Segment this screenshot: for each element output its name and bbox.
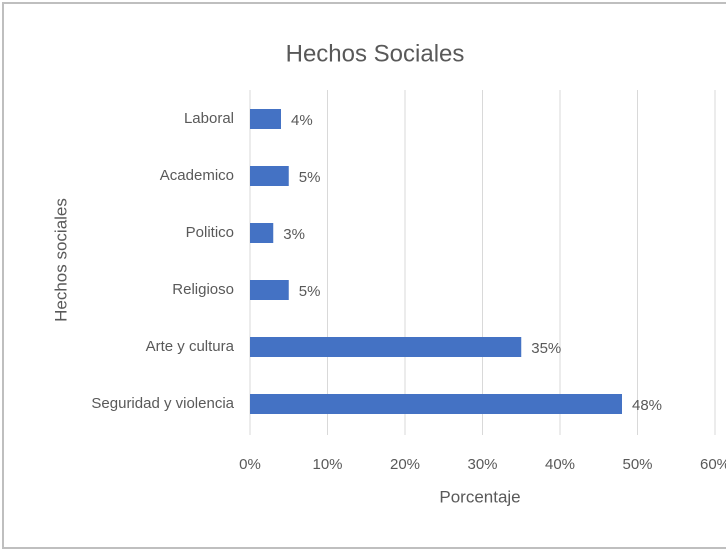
y-tick-label: Arte y cultura xyxy=(146,338,235,355)
y-tick-label: Seguridad y violencia xyxy=(91,395,234,412)
x-tick-label: 20% xyxy=(390,456,420,473)
x-axis-title: Porcentaje xyxy=(439,487,520,506)
data-label: 35% xyxy=(531,340,561,357)
data-label: 5% xyxy=(299,169,321,186)
bar xyxy=(250,109,281,129)
data-label: 5% xyxy=(299,283,321,300)
data-label: 3% xyxy=(283,226,305,243)
bar xyxy=(250,337,522,357)
bar xyxy=(250,166,289,186)
bar xyxy=(250,223,274,243)
x-tick-label: 50% xyxy=(622,456,652,473)
y-tick-label: Academico xyxy=(160,167,234,184)
x-tick-label: 40% xyxy=(545,456,575,473)
y-axis-title: Hechos sociales xyxy=(51,198,70,322)
chart-title: Hechos Sociales xyxy=(286,40,465,67)
x-tick-label: 0% xyxy=(239,456,261,473)
x-tick-label: 10% xyxy=(312,456,342,473)
y-tick-label: Politico xyxy=(186,224,234,241)
bar xyxy=(250,280,289,300)
data-label: 4% xyxy=(291,112,313,129)
data-label: 48% xyxy=(632,397,662,414)
bar xyxy=(250,394,622,414)
x-tick-label: 30% xyxy=(467,456,497,473)
y-tick-label: Laboral xyxy=(184,110,234,127)
x-tick-label: 60% xyxy=(700,456,726,473)
y-tick-label: Religioso xyxy=(172,281,234,298)
